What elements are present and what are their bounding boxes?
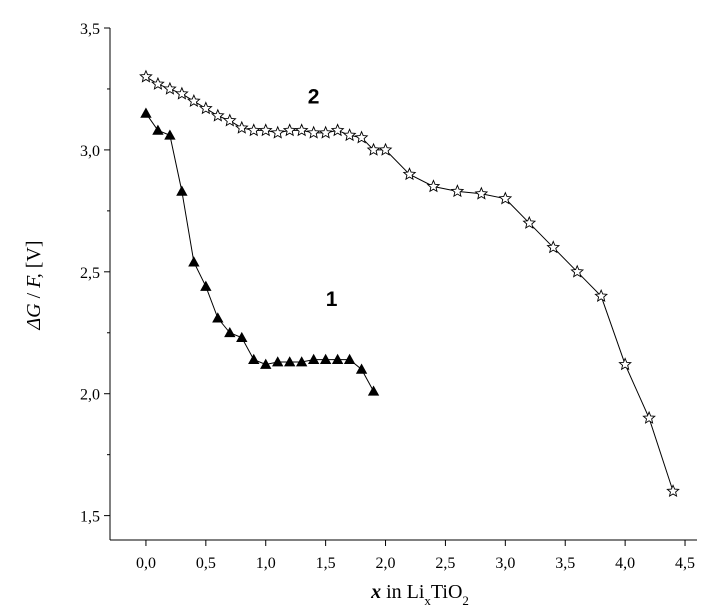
series-2-point (163, 81, 177, 95)
series-1-point (331, 353, 344, 364)
x-axis-var-x: x (370, 581, 381, 603)
x-tick-label: 0,0 (136, 555, 156, 572)
series-2-point (222, 113, 237, 127)
series-2-line (145, 76, 674, 492)
series-1-point (272, 356, 284, 367)
series-1-point (152, 124, 164, 135)
series-1-point (224, 326, 236, 338)
x-tick-label: 2,5 (435, 555, 455, 572)
x-tick-label: 4,5 (675, 555, 695, 572)
y-tick-label: 2,5 (80, 265, 100, 282)
series-1-point (212, 312, 224, 323)
series-1-point (188, 256, 200, 267)
series-1-point (355, 363, 368, 374)
series-2-point (187, 93, 201, 107)
series-1-point (284, 356, 296, 367)
series-2-point (354, 130, 369, 144)
series-1-point (248, 353, 260, 364)
x-tick-label: 1,5 (316, 555, 336, 572)
series-2-point (450, 184, 465, 198)
series-1-point (260, 358, 272, 369)
series-2-point (426, 179, 441, 193)
y-axis-separator: / (23, 288, 45, 304)
series-2-point (642, 410, 656, 424)
series-2-point (210, 108, 225, 122)
series-2-point (246, 123, 261, 137)
y-axis-var-delta-g: ΔG (23, 303, 45, 331)
x-tick-label: 2,0 (376, 555, 396, 572)
series-label-2: 2 (308, 86, 320, 109)
series-2-point (234, 120, 249, 134)
series-2-point (294, 123, 309, 137)
series-2-point (318, 125, 333, 139)
y-axis-unit: [V] (23, 240, 45, 273)
series-2-point (666, 484, 680, 498)
series-1-line (145, 113, 374, 392)
series-1-point (200, 280, 212, 291)
y-axis-title: ΔG / F, [V] (23, 240, 45, 330)
series-2-point (570, 264, 585, 278)
series-2-point (342, 128, 357, 142)
series-2-point (270, 125, 285, 139)
y-tick-label: 3,5 (80, 21, 100, 38)
series-2-point (151, 76, 165, 90)
x-tick-label: 4,0 (615, 555, 635, 572)
series-2-point (546, 240, 561, 254)
x-tick-label: 3,0 (495, 555, 515, 572)
x-axis-text-tio: TiO (431, 581, 463, 603)
series-2-point (474, 186, 489, 200)
x-axis-subscript-x: x (424, 593, 431, 608)
series-2 (139, 69, 680, 498)
series-2-point (378, 142, 393, 156)
series-1-point (164, 129, 176, 140)
annotation-layer: 21 (308, 86, 338, 311)
series-2-point (139, 69, 153, 83)
series-1-point (176, 185, 188, 196)
series-2-point (594, 289, 608, 302)
series-2-point (402, 167, 417, 181)
series-2-point (498, 191, 513, 205)
x-tick-label: 3,5 (555, 555, 575, 572)
series-2-point (330, 123, 345, 137)
series-2-point (522, 215, 537, 229)
series-1-point (307, 353, 320, 364)
series-1-point (295, 356, 308, 367)
series-1-point (343, 353, 356, 364)
series-1 (140, 107, 380, 396)
series-2-point (366, 142, 381, 156)
y-tick-label: 1,5 (80, 509, 100, 526)
series-1-point (319, 353, 332, 364)
series-2-point (618, 357, 632, 371)
series-layer (139, 69, 680, 498)
y-tick-label: 2,0 (80, 387, 100, 404)
y-axis-var-f: F, (23, 273, 45, 289)
x-tick-label: 1,0 (256, 555, 276, 572)
series-1-point (236, 331, 248, 343)
series-1-point (140, 107, 152, 118)
series-1-point (367, 385, 380, 396)
x-axis-subscript-2: 2 (462, 593, 469, 608)
y-tick-label: 3,0 (80, 143, 100, 160)
x-axis-title: x in LixTiO2 (370, 581, 469, 608)
series-2-point (175, 86, 189, 100)
x-axis-text-li: in Li (381, 581, 425, 603)
axes: 0,0 0,5 1,0 1,5 2,0 2,5 3,0 3,5 4,0 4,5 1,5 2,0 2,5 3… (80, 21, 697, 572)
x-tick-label: 0,5 (196, 555, 216, 572)
series-2-point (258, 123, 273, 137)
series-label-1: 1 (326, 288, 338, 311)
series-2-point (282, 123, 297, 137)
series-2-point (199, 101, 213, 115)
series-2-point (306, 125, 321, 139)
